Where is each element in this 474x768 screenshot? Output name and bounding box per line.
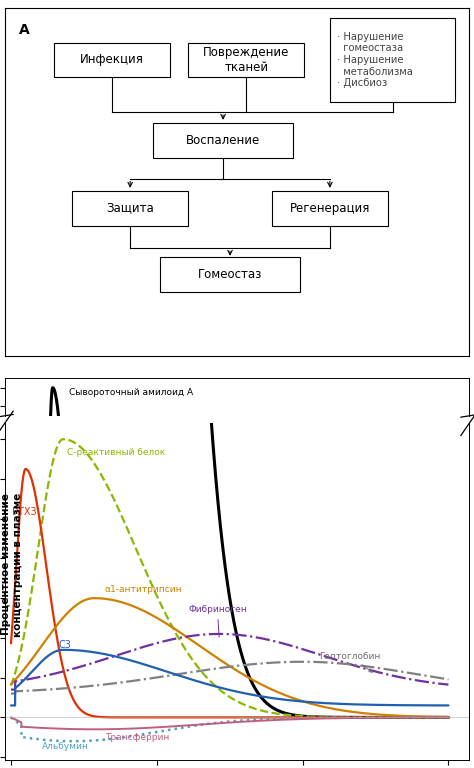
Text: Сывороточный амилоид А: Сывороточный амилоид А (69, 388, 193, 397)
Text: Процентное изменение
концентрации в плазме: Процентное изменение концентрации в плаз… (1, 492, 23, 637)
Text: · Нарушение
  гомеостаза
· Нарушение
  метаболизма
· Дисбиоз: · Нарушение гомеостаза · Нарушение метаб… (337, 31, 413, 88)
FancyBboxPatch shape (160, 257, 300, 292)
Text: Гаптоглобин: Гаптоглобин (319, 651, 381, 672)
FancyBboxPatch shape (54, 42, 170, 78)
Text: Повреждение
тканей: Повреждение тканей (203, 46, 290, 74)
Text: Регенерация: Регенерация (290, 202, 370, 215)
Text: Инфекция: Инфекция (80, 54, 144, 67)
Text: Трансферрин: Трансферрин (105, 733, 169, 743)
FancyBboxPatch shape (272, 190, 388, 226)
Text: РТХ3: РТХ3 (12, 507, 36, 517)
Text: Фибриноген: Фибриноген (188, 605, 247, 637)
FancyBboxPatch shape (188, 42, 304, 78)
FancyBboxPatch shape (154, 123, 293, 157)
Text: α1-антитрипсин: α1-антитрипсин (105, 585, 182, 594)
Text: Защита: Защита (106, 202, 154, 215)
Text: Гомеостаз: Гомеостаз (198, 268, 262, 281)
Text: Воспаление: Воспаление (186, 134, 260, 147)
Text: С3: С3 (59, 640, 72, 650)
FancyBboxPatch shape (72, 190, 188, 226)
Text: А: А (18, 23, 29, 38)
FancyBboxPatch shape (330, 18, 456, 102)
Text: С-реактивный белок: С-реактивный белок (67, 448, 165, 457)
Text: Альбумин: Альбумин (42, 742, 89, 751)
